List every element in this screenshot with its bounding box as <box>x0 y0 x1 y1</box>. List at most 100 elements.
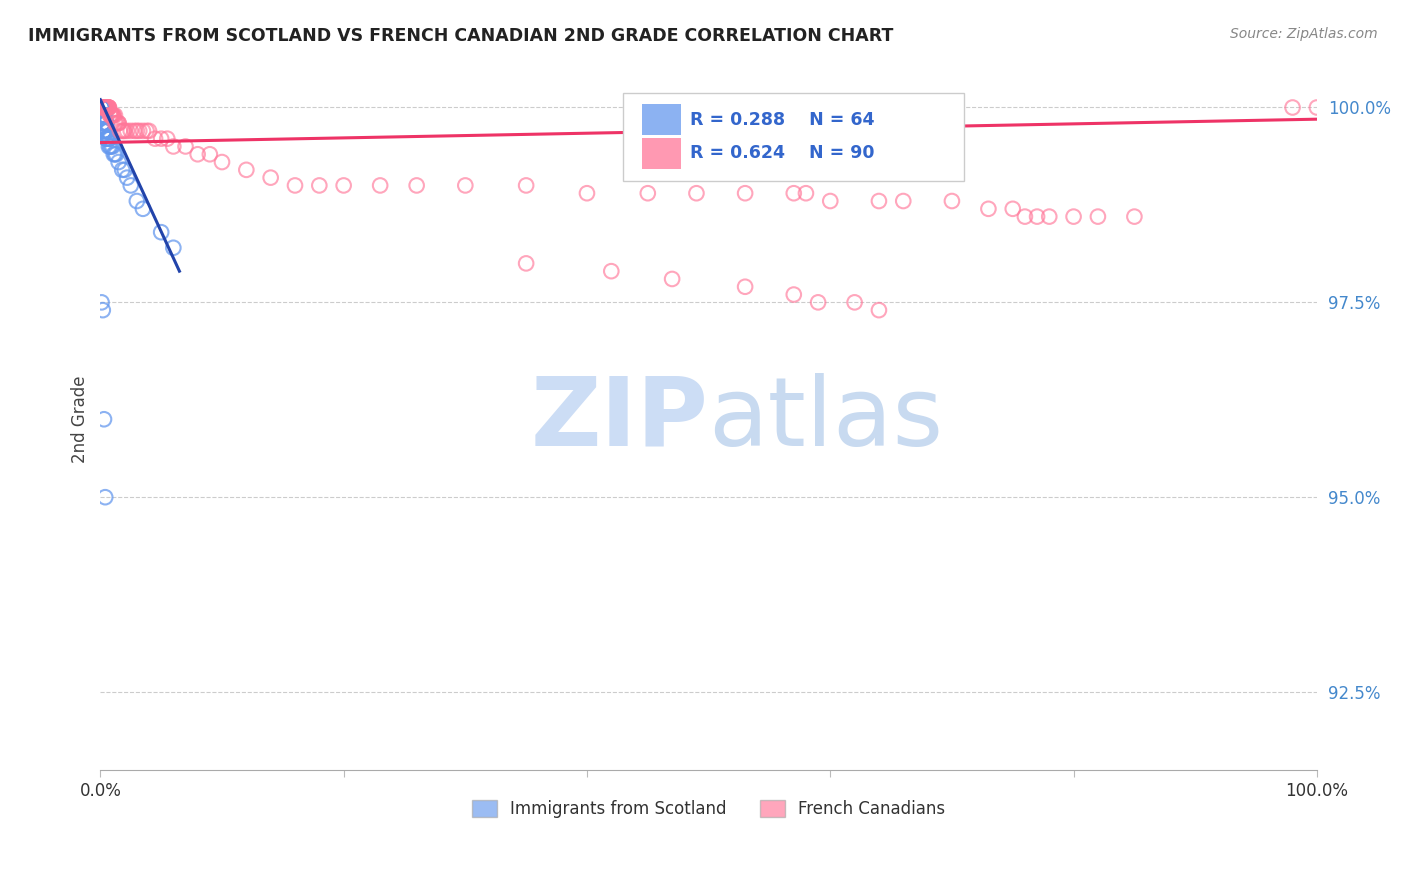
Point <box>108 124 131 138</box>
Point <box>93 108 115 122</box>
Point <box>97 131 120 145</box>
Point <box>90 101 112 115</box>
Point <box>96 131 118 145</box>
Point <box>97 101 120 115</box>
Point <box>91 101 114 115</box>
Point <box>93 101 115 115</box>
Point <box>1014 210 1036 224</box>
Point <box>868 303 890 318</box>
Point <box>150 131 173 145</box>
FancyBboxPatch shape <box>641 104 681 136</box>
Point <box>132 202 155 216</box>
Point <box>93 101 115 115</box>
Point <box>94 124 117 138</box>
Point <box>97 101 120 115</box>
Text: Source: ZipAtlas.com: Source: ZipAtlas.com <box>1230 27 1378 41</box>
Point <box>96 101 118 115</box>
Point <box>107 155 129 169</box>
Point <box>156 131 179 145</box>
Point <box>96 116 118 130</box>
Point <box>111 162 134 177</box>
Point <box>94 116 117 130</box>
Point <box>104 147 127 161</box>
Point <box>115 170 138 185</box>
Point <box>368 178 391 193</box>
Point <box>97 131 120 145</box>
Point <box>101 108 124 122</box>
Point <box>104 108 127 122</box>
Point <box>661 272 683 286</box>
Point <box>96 101 118 115</box>
FancyBboxPatch shape <box>641 138 681 169</box>
Point <box>93 116 115 130</box>
Point <box>98 108 121 122</box>
Point <box>105 147 128 161</box>
Point <box>260 170 283 185</box>
Point <box>1026 210 1049 224</box>
Point <box>138 124 160 138</box>
Point <box>174 139 197 153</box>
Point <box>115 124 138 138</box>
Point <box>515 178 537 193</box>
Point <box>112 124 135 138</box>
Point <box>600 264 623 278</box>
Point <box>332 178 354 193</box>
Point <box>211 155 233 169</box>
Point <box>97 101 120 115</box>
Point <box>124 124 146 138</box>
Point <box>120 178 142 193</box>
Point <box>91 116 114 130</box>
Point <box>94 490 117 504</box>
Legend: Immigrants from Scotland, French Canadians: Immigrants from Scotland, French Canadia… <box>465 793 952 825</box>
Point <box>97 101 120 115</box>
Point <box>96 124 118 138</box>
Point <box>284 178 307 193</box>
Point <box>90 295 112 310</box>
Point <box>97 131 120 145</box>
Point <box>794 186 817 201</box>
Point <box>93 124 115 138</box>
Point <box>91 108 114 122</box>
Point <box>93 101 115 115</box>
Point <box>93 412 115 426</box>
Point <box>105 116 128 130</box>
Point <box>91 101 114 115</box>
Point <box>198 147 221 161</box>
Point <box>97 124 120 138</box>
Point <box>91 303 114 318</box>
Point <box>91 101 114 115</box>
Point <box>162 241 184 255</box>
Point <box>96 101 118 115</box>
Text: IMMIGRANTS FROM SCOTLAND VS FRENCH CANADIAN 2ND GRADE CORRELATION CHART: IMMIGRANTS FROM SCOTLAND VS FRENCH CANAD… <box>28 27 893 45</box>
Point <box>93 124 115 138</box>
Text: atlas: atlas <box>709 373 943 466</box>
Point <box>125 194 148 208</box>
Point <box>90 108 112 122</box>
Point <box>103 108 125 122</box>
Point <box>135 124 157 138</box>
Point <box>685 186 707 201</box>
Point <box>114 124 136 138</box>
Point <box>807 295 830 310</box>
Point <box>93 101 115 115</box>
Point <box>93 116 115 130</box>
Point <box>891 194 914 208</box>
Point <box>1306 101 1329 115</box>
Point <box>100 108 122 122</box>
Point <box>143 131 166 145</box>
Point <box>734 186 756 201</box>
Point <box>98 108 121 122</box>
Point <box>100 108 122 122</box>
Point <box>94 101 117 115</box>
Point <box>1123 210 1146 224</box>
Point <box>128 124 150 138</box>
Point <box>91 101 114 115</box>
Y-axis label: 2nd Grade: 2nd Grade <box>72 376 89 463</box>
Point <box>96 131 118 145</box>
Point <box>93 101 115 115</box>
Point <box>90 101 112 115</box>
Point <box>91 116 114 130</box>
Point <box>94 124 117 138</box>
Point <box>96 101 118 115</box>
Point <box>1063 210 1085 224</box>
